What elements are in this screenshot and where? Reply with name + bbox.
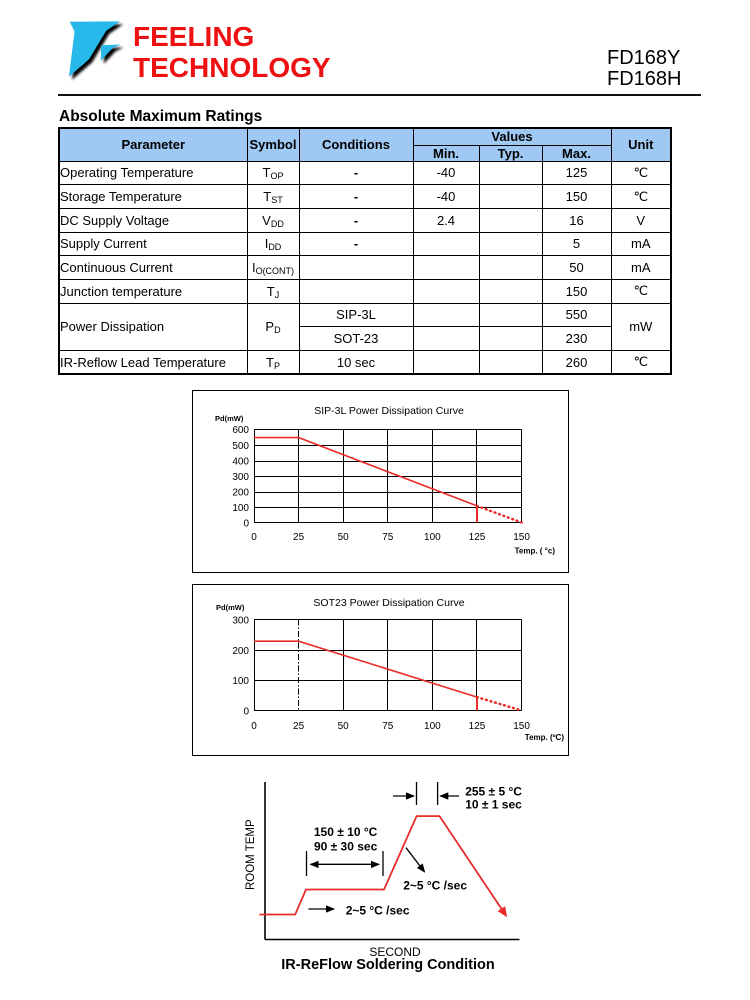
svg-text:200: 200 xyxy=(232,646,249,657)
svg-text:150: 150 xyxy=(513,532,530,543)
svg-text:75: 75 xyxy=(382,721,394,732)
svg-text:50: 50 xyxy=(338,721,350,732)
svg-text:300: 300 xyxy=(232,472,249,483)
svg-text:100: 100 xyxy=(424,532,441,543)
svg-text:ROOM TEMP: ROOM TEMP xyxy=(245,819,257,890)
svg-text:150: 150 xyxy=(513,721,530,732)
svg-text:25: 25 xyxy=(293,721,305,732)
svg-text:75: 75 xyxy=(382,532,394,543)
svg-text:0: 0 xyxy=(251,532,257,543)
svg-text:SOT23 Power Dissipation Curve: SOT23 Power Dissipation Curve xyxy=(313,597,464,609)
svg-text:200: 200 xyxy=(232,487,249,498)
svg-text:300: 300 xyxy=(232,615,249,626)
svg-text:150 ± 10 °C: 150 ± 10 °C xyxy=(314,825,378,839)
svg-text:50: 50 xyxy=(338,532,350,543)
svg-text:0: 0 xyxy=(243,707,249,718)
svg-text:25: 25 xyxy=(293,532,305,543)
svg-text:10 ± 1 sec: 10 ± 1 sec xyxy=(465,798,522,812)
svg-text:255 ± 5 °C: 255 ± 5 °C xyxy=(465,784,522,798)
svg-text:125: 125 xyxy=(469,721,486,732)
svg-text:400: 400 xyxy=(232,456,249,467)
svg-text:100: 100 xyxy=(424,721,441,732)
svg-text:0: 0 xyxy=(251,721,257,732)
svg-text:90 ± 30 sec: 90 ± 30 sec xyxy=(314,840,378,854)
svg-text:125: 125 xyxy=(469,532,486,543)
svg-text:100: 100 xyxy=(232,676,249,687)
svg-text:SIP-3L Power Dissipation Curve: SIP-3L Power Dissipation Curve xyxy=(314,405,464,417)
svg-text:600: 600 xyxy=(232,425,249,436)
svg-text:2~5 °C /sec: 2~5 °C /sec xyxy=(346,904,410,918)
svg-text:2~5 °C /sec: 2~5 °C /sec xyxy=(403,878,467,892)
svg-text:Temp. ( °c): Temp. ( °c) xyxy=(515,547,556,556)
svg-text:500: 500 xyxy=(232,441,249,452)
svg-text:Pd(mW): Pd(mW) xyxy=(216,603,245,612)
svg-text:Pd(mW): Pd(mW) xyxy=(215,414,244,423)
svg-text:SECOND: SECOND xyxy=(369,945,421,959)
svg-text:Temp. (ºC): Temp. (ºC) xyxy=(525,733,565,742)
svg-text:100: 100 xyxy=(232,503,249,514)
svg-text:0: 0 xyxy=(243,519,249,530)
